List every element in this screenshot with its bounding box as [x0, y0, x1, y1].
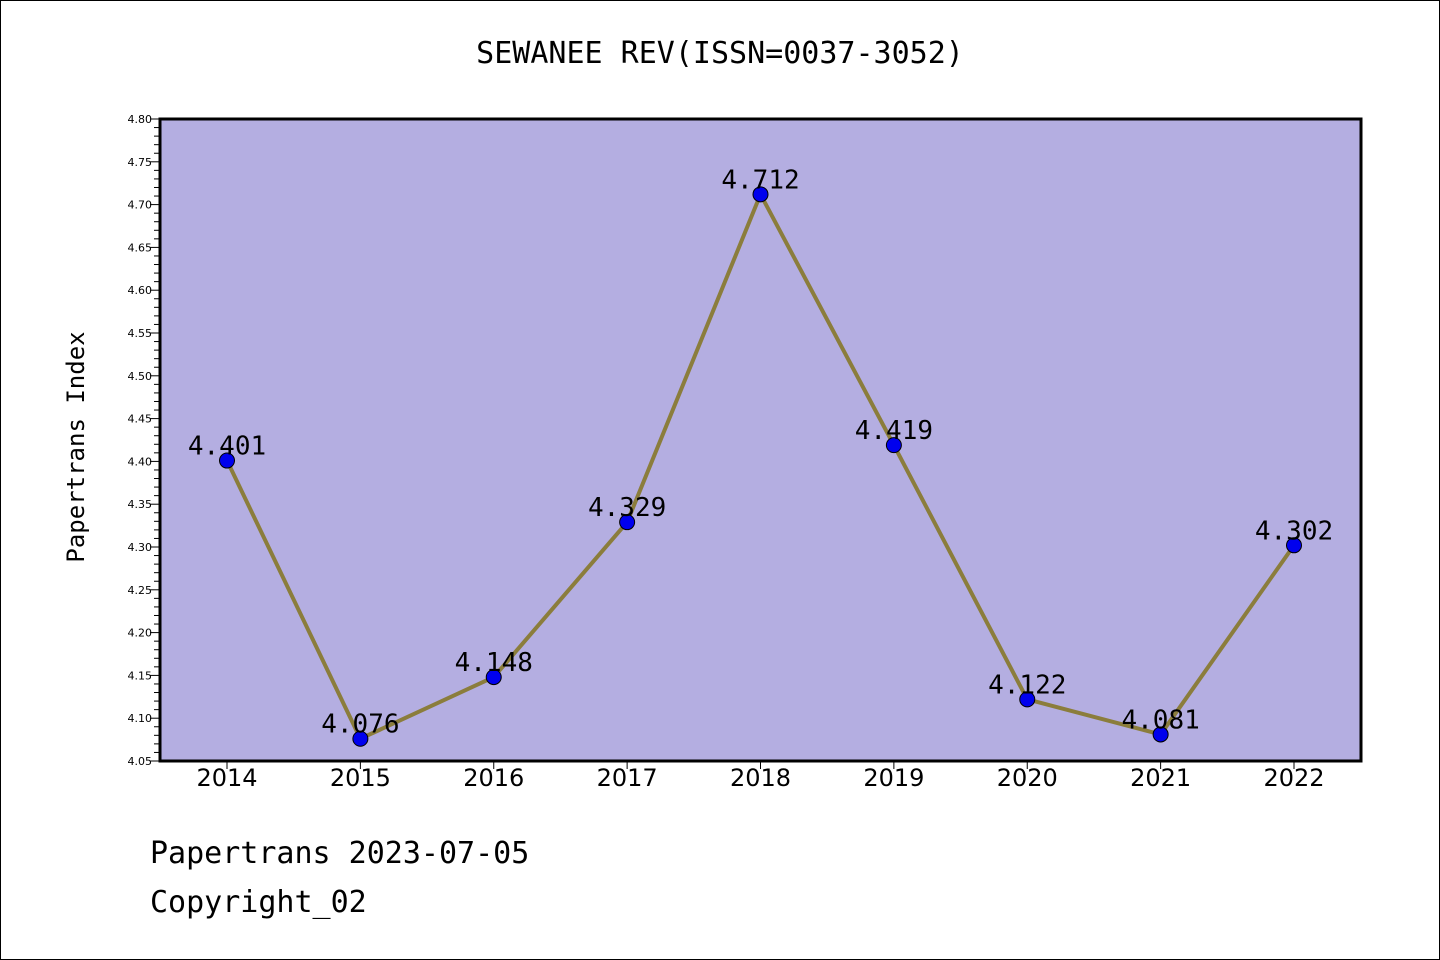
x-tick-label: 2022 — [1263, 764, 1324, 792]
data-label: 4.122 — [988, 670, 1066, 700]
data-label: 4.712 — [721, 165, 799, 195]
data-point — [485, 669, 502, 686]
footer-date: Papertrans 2023-07-05 — [150, 836, 530, 871]
chart-title: SEWANEE REV(ISSN=0037-3052) — [476, 36, 964, 71]
data-label: 4.329 — [588, 493, 666, 523]
y-tick-label: 4.15 — [128, 669, 153, 682]
y-tick-label: 4.30 — [128, 541, 153, 554]
footer-copyright: Copyright_02 — [150, 885, 367, 920]
data-label: 4.076 — [321, 710, 399, 740]
y-tick-label: 4.40 — [128, 455, 153, 468]
data-label: 4.148 — [455, 648, 533, 678]
data-point — [752, 186, 769, 203]
data-label: 4.302 — [1255, 516, 1333, 546]
y-tick-label: 4.05 — [128, 755, 153, 768]
y-tick-label: 4.55 — [128, 327, 153, 340]
x-tick-label: 2017 — [597, 764, 658, 792]
y-tick-label: 4.75 — [128, 156, 153, 169]
y-tick-label: 4.45 — [128, 413, 153, 426]
data-point — [885, 437, 902, 454]
data-point — [352, 730, 369, 747]
data-point — [619, 514, 636, 531]
x-tick-label: 2019 — [863, 764, 924, 792]
y-tick-label: 4.65 — [128, 241, 153, 254]
y-axis: 4.05 4.10 4.15 4.20 4.25 4.30 4.35 4.40 4.45 4.50… — [128, 113, 160, 768]
x-tick-label: 2021 — [1130, 764, 1191, 792]
data-point — [1152, 726, 1169, 743]
y-tick-label: 4.80 — [128, 113, 153, 126]
series: 4.401 4.076 4.148 4.329 4.712 4.419 4.122 4.081… — [188, 165, 1333, 747]
y-tick-label: 4.25 — [128, 584, 153, 597]
x-tick-label: 2014 — [196, 764, 257, 792]
plot-area — [160, 119, 1361, 761]
x-tick-label: 2016 — [463, 764, 524, 792]
y-tick-label: 4.35 — [128, 498, 153, 511]
data-label: 4.419 — [855, 416, 933, 446]
y-tick-label: 4.20 — [128, 627, 153, 640]
y-tick-label: 4.10 — [128, 712, 153, 725]
x-tick-label: 2020 — [997, 764, 1058, 792]
data-label: 4.401 — [188, 432, 266, 462]
y-tick-label: 4.50 — [128, 370, 153, 383]
x-tick-label: 2018 — [730, 764, 791, 792]
plot-border — [158, 117, 1363, 763]
x-axis: 2014 2015 2016 2017 2018 2019 2020 2021 2022 — [196, 761, 1325, 792]
data-point — [1019, 691, 1036, 708]
data-label: 4.081 — [1121, 705, 1199, 735]
y-tick-label: 4.60 — [128, 284, 153, 297]
y-tick-label: 4.70 — [128, 199, 153, 212]
data-point — [219, 452, 235, 469]
data-point — [1286, 537, 1302, 554]
x-tick-label: 2015 — [330, 764, 391, 792]
